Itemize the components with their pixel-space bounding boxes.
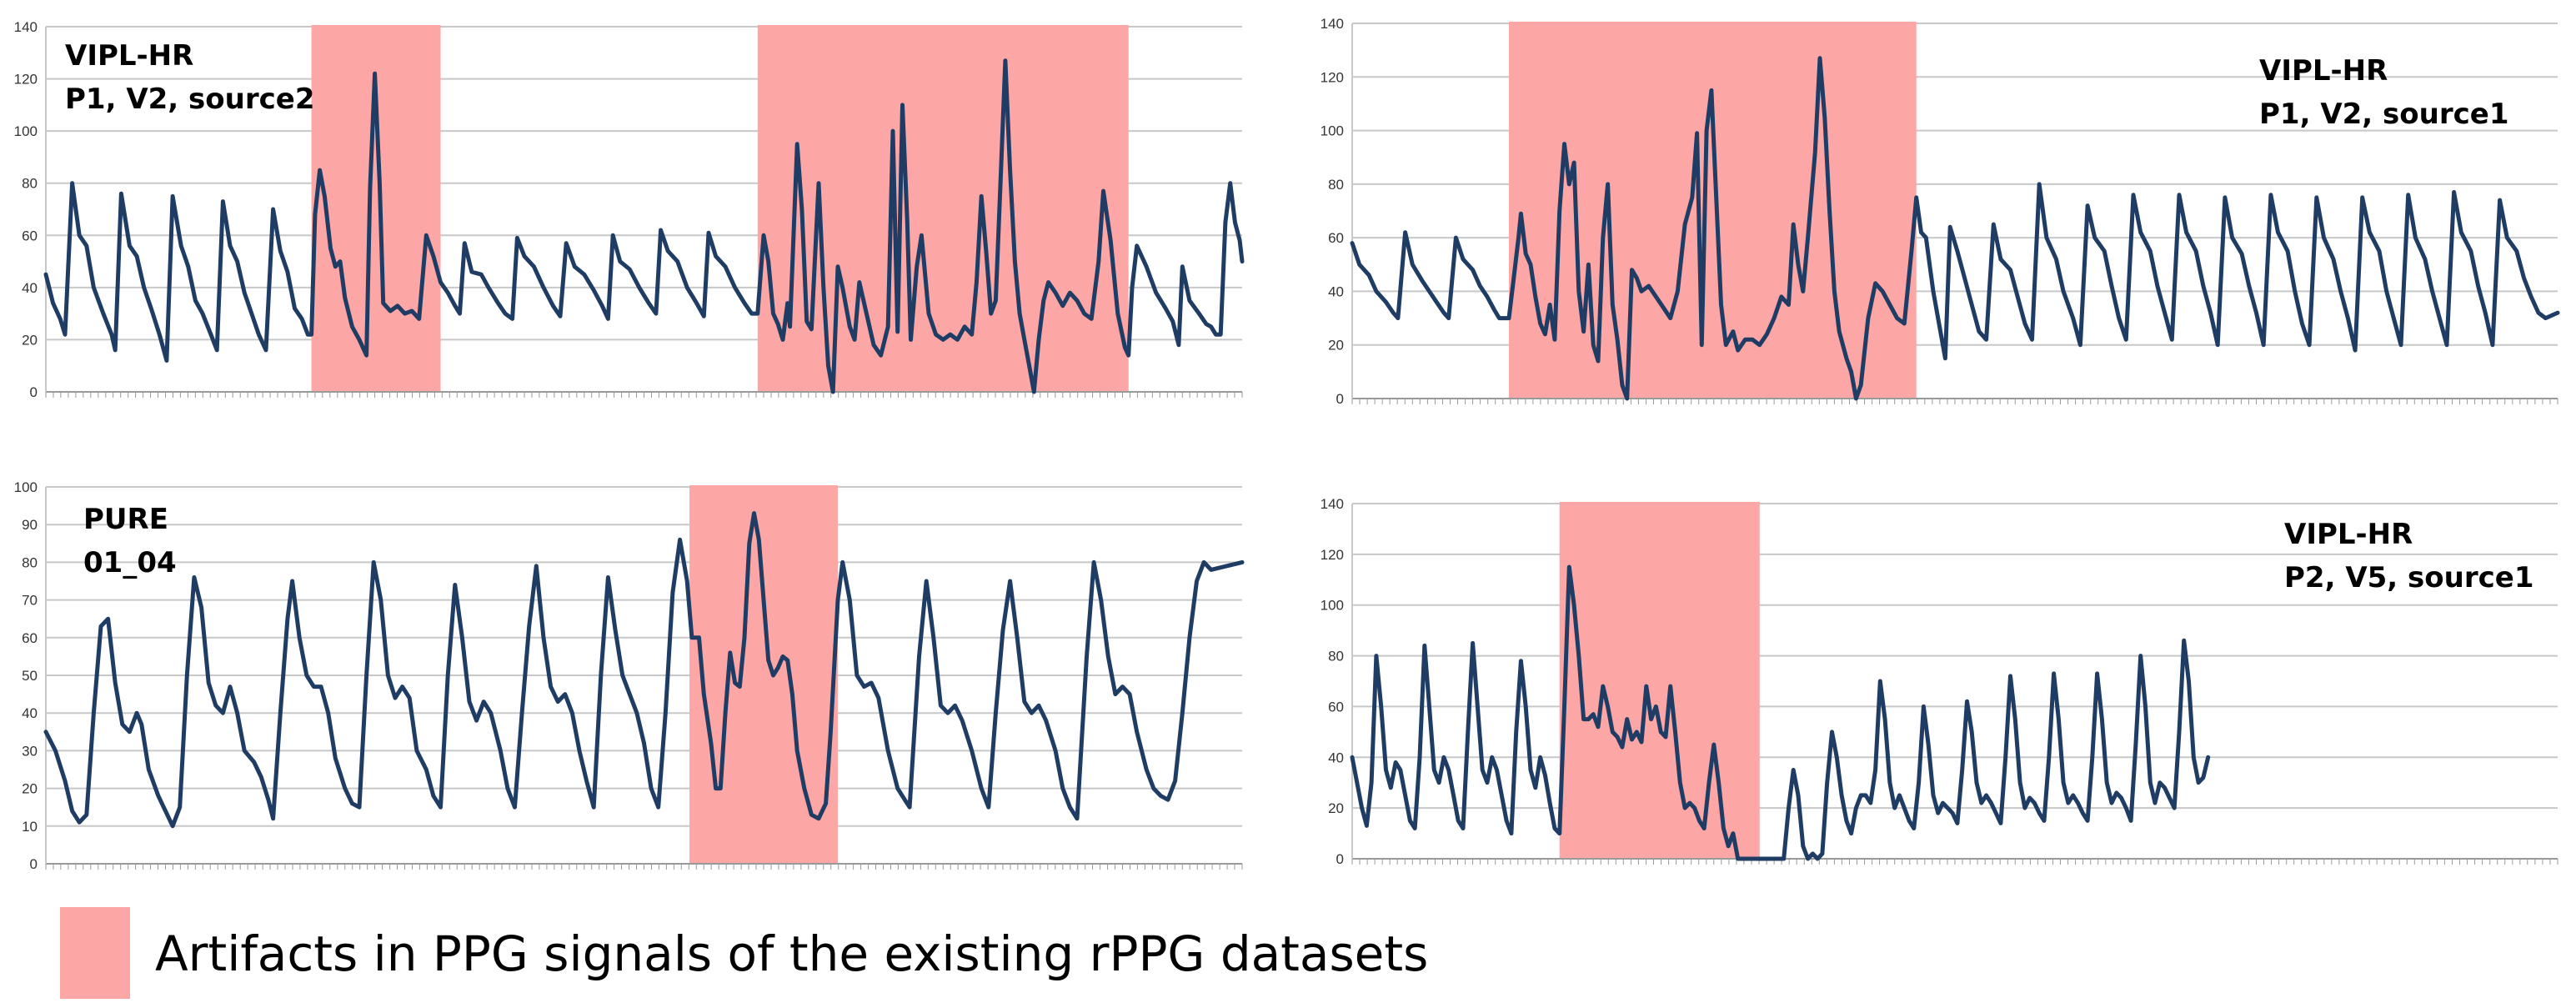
x-minor-ticks: [45, 864, 1243, 870]
y-tick-label: 60: [22, 630, 38, 646]
chart-pure-01-04: 0 10 20 30 40 50 60 70 80 90 100 PURE 01_04: [14, 479, 1245, 872]
ppg-signal-line: [1350, 56, 2560, 401]
ppg-signal-line: [43, 58, 1245, 394]
y-tick-label: 40: [22, 705, 38, 721]
y-tick-label: 100: [1321, 123, 1344, 139]
y-tick-label: 60: [1328, 699, 1344, 715]
y-tick-label: 80: [22, 554, 38, 570]
chart-plot-layer: 0 20 40 60 80 100 120 140: [14, 19, 1245, 400]
artifact-region: [757, 25, 1129, 392]
y-tick-label: 20: [22, 332, 38, 348]
y-tick-label: 20: [22, 781, 38, 797]
y-tick-label: 60: [1328, 230, 1344, 246]
y-tick-label: 30: [22, 743, 38, 759]
y-tick-label: 80: [1328, 649, 1344, 664]
y-tick-label: 20: [1328, 338, 1344, 354]
chart-plot-layer: 0 10 20 30 40 50 60 70 80 90 100: [14, 479, 1245, 872]
chart-plot-layer: 0 20 40 60 80 100 120 140: [1321, 496, 2558, 867]
y-tick-label: 40: [1328, 283, 1344, 299]
chart-title-line-2: P1, V2, source1: [2259, 98, 2509, 131]
legend-label: Artifacts in PPG signals of the existing…: [155, 925, 1428, 982]
y-tick-label: 20: [1328, 800, 1344, 816]
chart-plot-layer: 0 20 40 60 80 100 120 140: [1321, 16, 2560, 407]
y-tick-label: 40: [22, 280, 38, 296]
y-tick-label: 50: [22, 668, 38, 684]
y-tick-label: 0: [30, 856, 38, 872]
y-tick-label: 100: [14, 479, 38, 495]
y-tick-label: 140: [1321, 496, 1344, 512]
chart-title-line-1: VIPL-HR: [2284, 518, 2413, 551]
y-tick-label: 90: [22, 517, 38, 533]
ppg-signal-line: [43, 511, 1245, 829]
artifact-region: [689, 485, 838, 864]
chart-title-line-2: P1, V2, source2: [65, 83, 315, 116]
y-tick-label: 0: [1336, 391, 1344, 407]
legend: Artifacts in PPG signals of the existing…: [60, 907, 1428, 999]
y-tick-label: 40: [1328, 750, 1344, 765]
y-tick-label: 120: [1321, 69, 1344, 85]
y-tick-label: 120: [14, 72, 38, 88]
y-tick-label: 60: [22, 228, 38, 243]
x-minor-ticks: [1351, 399, 2558, 404]
y-tick-label: 120: [1321, 547, 1344, 563]
y-tick-label: 100: [1321, 598, 1344, 614]
legend-artifact-swatch: [60, 907, 130, 999]
y-tick-label: 70: [22, 593, 38, 609]
chart-title-line-1: VIPL-HR: [2259, 54, 2388, 88]
y-tick-label: 140: [14, 19, 38, 35]
artifact-region: [1559, 502, 1760, 859]
chart-vipl-p1-v2-source2: 0 20 40 60 80 100 120 140 VIPL-HR P1, V2, sourc…: [14, 19, 1245, 400]
y-tick-label: 10: [22, 819, 38, 835]
y-tick-label: 140: [1321, 16, 1344, 32]
chart-title-line-2: 01_04: [83, 546, 177, 579]
chart-title-line-1: PURE: [83, 503, 168, 536]
artifact-region: [1508, 22, 1917, 399]
y-tick-label: 100: [14, 123, 38, 139]
y-tick-label: 80: [22, 176, 38, 192]
x-minor-ticks: [45, 392, 1243, 398]
y-tick-label: 0: [30, 384, 38, 400]
x-minor-ticks: [1351, 859, 2558, 865]
ppg-signal-line: [1350, 564, 2211, 861]
y-tick-label: 80: [1328, 177, 1344, 193]
chart-title-line-2: P2, V5, source1: [2284, 561, 2534, 594]
chart-vipl-p1-v2-source1: 0 20 40 60 80 100 120 140 VIPL-HR P1, V2, sourc…: [1321, 16, 2560, 407]
chart-title-line-1: VIPL-HR: [65, 39, 193, 73]
chart-vipl-p2-v5-source1: 0 20 40 60 80 100 120 140 VIPL-HR P2, V5, sourc…: [1321, 496, 2558, 867]
y-tick-label: 0: [1336, 851, 1344, 867]
